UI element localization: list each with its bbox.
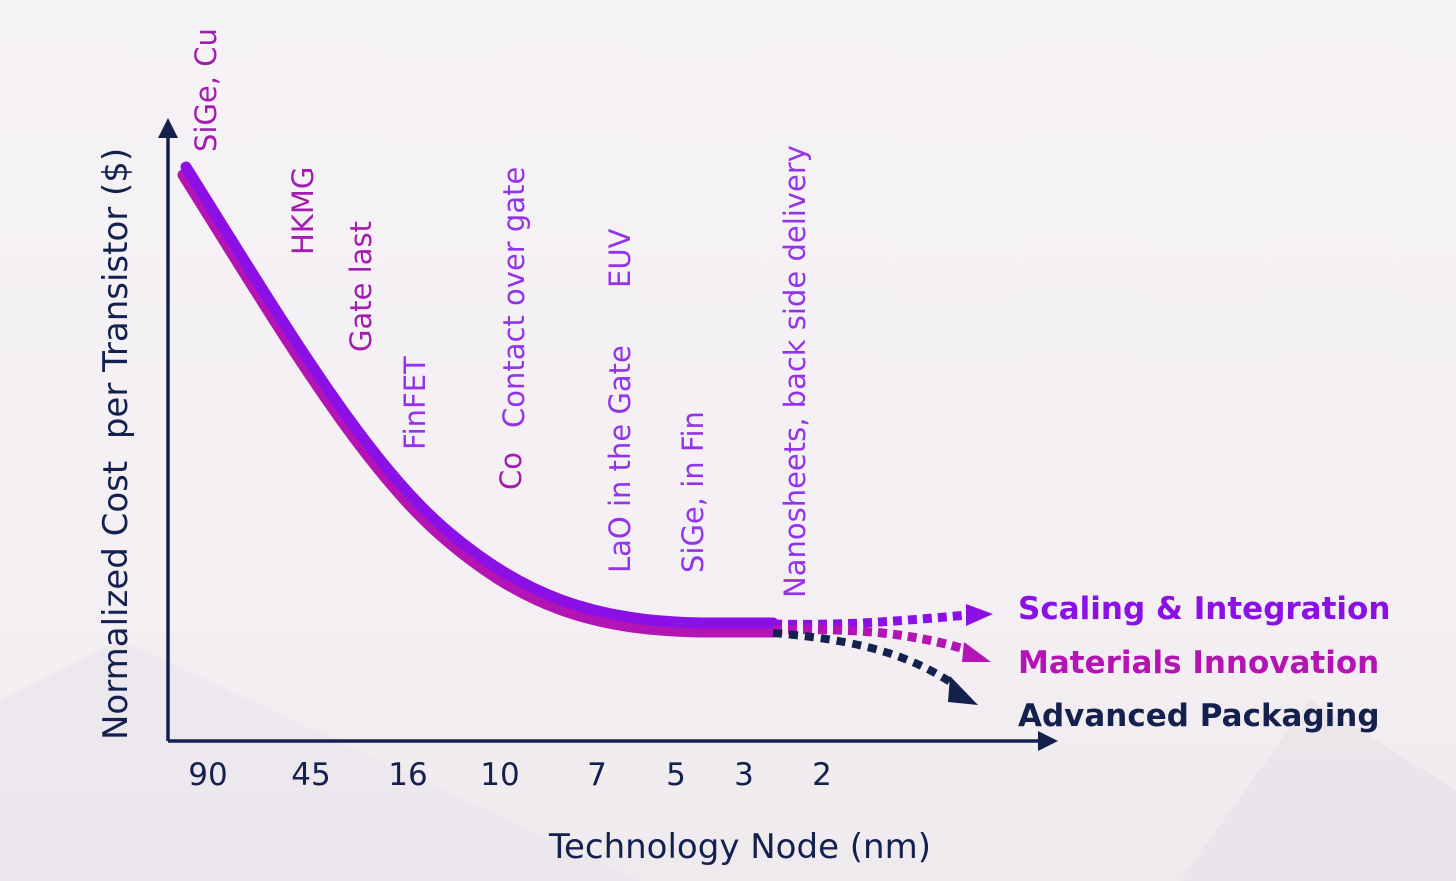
x-tick-label: 2 (812, 757, 832, 793)
advanced-packaging-arrow-icon (948, 676, 978, 705)
x-tick-label: 90 (188, 757, 227, 793)
legend-item-label: Scaling & Integration (1018, 591, 1390, 627)
annotation-label: Contact over gate (497, 167, 531, 428)
annotation-label: Nanosheets, back side delivery (778, 145, 812, 598)
materials-innovation-projection (772, 625, 970, 655)
y-axis-arrow-icon (158, 118, 178, 138)
materials-innovation-arrow-icon (962, 642, 991, 662)
x-tick-labels: 90 45 16 10 7 5 3 2 (188, 757, 832, 793)
annotation-label: SiGe, Cu (189, 28, 223, 152)
annotation-label: Gate last (344, 221, 378, 352)
annotation-label: Co (494, 452, 528, 490)
x-tick-label: 3 (734, 757, 754, 793)
x-tick-label: 5 (666, 757, 686, 793)
annotation-label: HKMG (286, 167, 320, 255)
x-tick-label: 16 (388, 757, 427, 793)
x-axis-arrow-icon (1038, 731, 1058, 751)
y-axis-title: Normalized Cost per Transistor ($) (96, 148, 136, 740)
scaling-integration-curve (180, 161, 779, 629)
legend-item-label: Materials Innovation (1018, 645, 1379, 681)
annotation-label: SiGe, in Fin (676, 411, 710, 573)
annotation-label: LaO in the Gate (603, 345, 637, 573)
legend-item-label: Advanced Packaging (1018, 698, 1380, 734)
annotations: SiGe, Cu HKMG Gate last FinFET Co Contact ove… (189, 28, 812, 598)
x-axis-title: Technology Node (nm) (548, 827, 931, 867)
x-tick-label: 45 (291, 757, 330, 793)
x-tick-label: 7 (587, 757, 607, 793)
background-shape (0, 640, 640, 881)
materials-innovation-curve (177, 169, 779, 638)
annotation-label: EUV (603, 228, 637, 288)
scaling-integration-projection (772, 610, 969, 629)
legend: Scaling & Integration Materials Innovatio… (1018, 591, 1390, 734)
background-shape (1180, 700, 1456, 881)
x-tick-label: 10 (480, 757, 519, 793)
annotation-label: FinFET (398, 356, 432, 450)
scaling-integration-arrow-icon (966, 604, 993, 626)
